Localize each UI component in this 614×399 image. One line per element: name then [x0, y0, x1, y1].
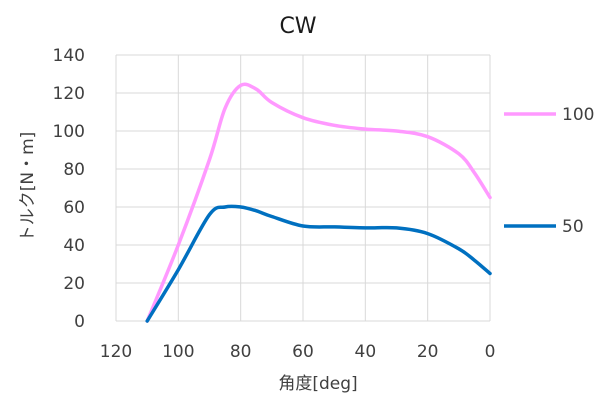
y-tick-label: 60 [63, 198, 85, 218]
x-tick-label: 0 [485, 342, 496, 362]
y-tick-label: 20 [63, 274, 85, 294]
y-tick-label: 0 [74, 312, 85, 332]
x-tick-label: 60 [292, 342, 314, 362]
chart-title: CW [279, 14, 316, 39]
y-tick-label: 140 [53, 46, 85, 66]
x-tick-label: 40 [355, 342, 377, 362]
y-tick-label: 120 [53, 84, 85, 104]
x-tick-label: 20 [417, 342, 439, 362]
legend-label-100: 100 [562, 105, 594, 125]
y-axis-label: トルク[N・m] [18, 132, 38, 243]
x-tick-label: 120 [100, 342, 132, 362]
y-tick-label: 100 [53, 122, 85, 142]
x-tick-label: 80 [230, 342, 252, 362]
x-tick-label: 100 [162, 342, 194, 362]
y-tick-label: 80 [63, 160, 85, 180]
x-axis-label: 角度[deg] [278, 374, 357, 394]
legend-label-50: 50 [562, 217, 584, 237]
y-tick-label: 40 [63, 236, 85, 256]
